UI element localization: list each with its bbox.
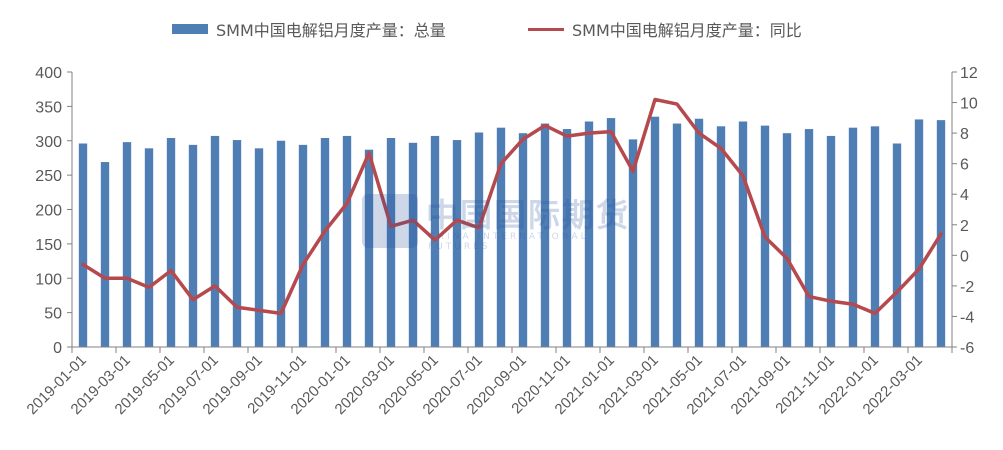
y-right-tick-label: -6 bbox=[960, 340, 974, 357]
y-right-tick-label: 8 bbox=[960, 126, 969, 143]
bar bbox=[826, 135, 836, 347]
watermark-text: 中国国际期货 bbox=[426, 196, 631, 234]
bar bbox=[584, 121, 594, 347]
bar bbox=[364, 149, 374, 347]
y-left-tick-label: 400 bbox=[35, 65, 62, 82]
bar bbox=[782, 133, 792, 347]
legend-item-yoy: SMM中国电解铝月度产量：同比 bbox=[528, 14, 802, 44]
bar bbox=[100, 162, 110, 347]
bar bbox=[474, 132, 484, 347]
watermark-subtext: CHINA INTERNATIONAL FUTURES bbox=[428, 232, 589, 252]
bar bbox=[650, 116, 660, 347]
bar bbox=[870, 126, 880, 347]
y-axis-right: -6 -4 -2 0 2 4 6 8 10 12 bbox=[951, 65, 978, 357]
bar-series bbox=[78, 116, 946, 348]
bar bbox=[210, 135, 220, 347]
legend-label-total: SMM中国电解铝月度产量：总量 bbox=[216, 21, 446, 40]
chart-legend: SMM中国电解铝月度产量：总量 SMM中国电解铝月度产量：同比 bbox=[0, 14, 1003, 44]
y-right-tick-label: 12 bbox=[960, 65, 978, 82]
y-right-tick-label: 4 bbox=[960, 187, 969, 204]
x-axis: 2019-01-012019-03-012019-05-012019-07-01… bbox=[24, 346, 953, 418]
bar bbox=[188, 144, 198, 348]
y-right-tick-label: 2 bbox=[960, 218, 969, 235]
bar bbox=[276, 140, 286, 347]
bar bbox=[848, 127, 858, 347]
bar bbox=[254, 148, 264, 347]
bar bbox=[342, 135, 352, 347]
y-right-tick-label: -2 bbox=[960, 279, 974, 296]
bar bbox=[518, 133, 528, 347]
bar bbox=[738, 121, 748, 347]
bar bbox=[914, 119, 924, 347]
y-right-tick-label: 10 bbox=[960, 96, 978, 113]
watermark-logo-icon bbox=[362, 194, 418, 248]
legend-label-yoy: SMM中国电解铝月度产量：同比 bbox=[572, 21, 802, 40]
bar bbox=[892, 143, 902, 347]
bar bbox=[298, 144, 308, 348]
bar bbox=[716, 126, 726, 347]
y-left-tick-label: 100 bbox=[35, 271, 62, 288]
y-left-tick-label: 200 bbox=[35, 203, 62, 220]
legend-swatch-bar bbox=[172, 24, 208, 34]
line-series bbox=[81, 97, 943, 316]
bar bbox=[408, 142, 418, 347]
bar bbox=[562, 129, 572, 347]
bar bbox=[496, 127, 506, 347]
y-axis-left: 0 50 100 150 200 250 300 350 400 bbox=[35, 65, 73, 357]
bar bbox=[166, 138, 176, 347]
bar bbox=[694, 118, 704, 347]
bar bbox=[606, 118, 616, 347]
watermark-logo: 中国国际期货 CHINA INTERNATIONAL FUTURES bbox=[362, 190, 642, 252]
y-right-tick-label: -4 bbox=[960, 309, 974, 326]
bar bbox=[386, 138, 396, 347]
yoy-line bbox=[81, 97, 943, 316]
y-right-tick-label: 6 bbox=[960, 157, 969, 174]
bar bbox=[672, 123, 682, 347]
bar bbox=[144, 148, 154, 347]
bar bbox=[804, 129, 814, 347]
y-left-tick-label: 300 bbox=[35, 134, 62, 151]
y-left-tick-label: 50 bbox=[44, 306, 62, 323]
bar bbox=[540, 123, 550, 347]
bar bbox=[320, 138, 330, 347]
bar bbox=[122, 142, 132, 348]
bar bbox=[232, 140, 242, 347]
legend-swatch-line bbox=[528, 27, 564, 31]
y-right-tick-label: 0 bbox=[960, 248, 969, 265]
y-left-tick-label: 350 bbox=[35, 99, 62, 116]
y-left-tick-label: 250 bbox=[35, 168, 62, 185]
y-left-tick-label: 150 bbox=[35, 237, 62, 254]
y-left-tick-label: 0 bbox=[53, 340, 62, 357]
bar bbox=[78, 143, 88, 347]
legend-item-total: SMM中国电解铝月度产量：总量 bbox=[172, 14, 446, 44]
bar bbox=[452, 140, 462, 347]
bar bbox=[628, 139, 638, 348]
